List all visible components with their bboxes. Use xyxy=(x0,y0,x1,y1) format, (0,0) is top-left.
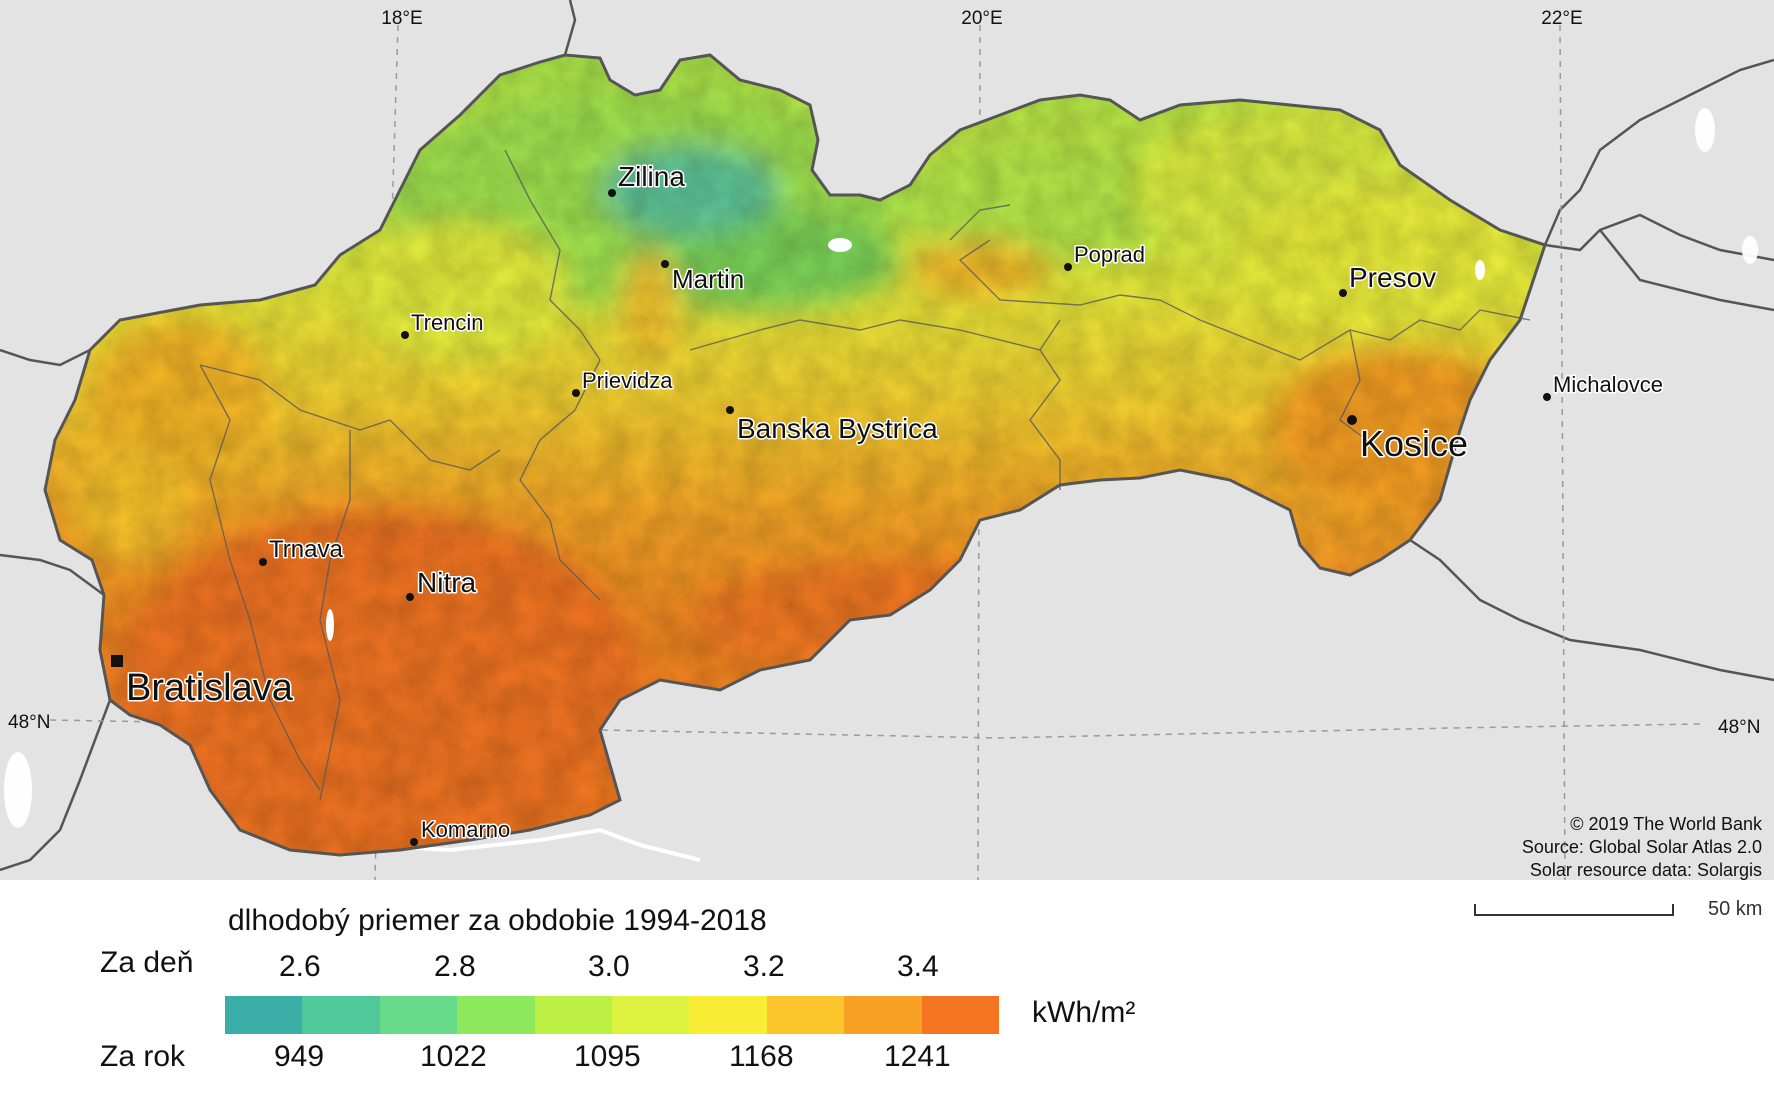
legend-color-swatch xyxy=(379,996,458,1034)
graticule-labels: 18°E 20°E 22°E 48°N 48°N xyxy=(8,8,1760,738)
lon-label-18e: 18°E xyxy=(381,8,422,29)
city-dot-martin xyxy=(661,260,669,268)
city-markers xyxy=(111,189,1551,846)
city-dot-poprad xyxy=(1064,263,1072,271)
lat-label-48n-right: 48°N xyxy=(1718,717,1760,738)
legend-color-swatch xyxy=(457,996,535,1034)
scale-bar-label: 50 km xyxy=(1708,898,1763,920)
city-label-martin: Martin xyxy=(672,264,744,294)
city-label-nitra: Nitra xyxy=(417,567,477,598)
city-label-poprad: Poprad xyxy=(1074,242,1145,267)
city-label-presov: Presov xyxy=(1349,262,1436,293)
legend-day-value: 2.8 xyxy=(434,950,476,983)
city-dot-nitra xyxy=(406,593,414,601)
city-label-banska-bystrica: Banska Bystrica xyxy=(737,413,938,444)
legend-year-value: 1241 xyxy=(884,1040,951,1073)
city-dot-trencin xyxy=(401,331,409,339)
legend-title: dlhodobý priemer za obdobie 1994-2018 xyxy=(228,904,767,937)
city-dot-michalovce xyxy=(1543,393,1551,401)
credit-line-1: © 2019 The World Bank xyxy=(1570,814,1763,834)
legend-day-value: 3.0 xyxy=(588,950,630,983)
region-borders xyxy=(199,149,1531,801)
city-dot-prievidza xyxy=(572,389,580,397)
city-square-bratislava xyxy=(111,655,123,667)
scale-bar xyxy=(1474,904,1674,916)
legend-day-value: 3.4 xyxy=(897,950,939,983)
city-labels: Zilina Martin Poprad Presov Trencin Prie… xyxy=(125,160,1665,844)
city-label-bratislava: Bratislava xyxy=(126,667,294,709)
city-dot-presov xyxy=(1339,289,1347,297)
legend-color-swatch xyxy=(612,996,690,1034)
legend-year-value: 1168 xyxy=(729,1040,794,1073)
legend-color-swatch xyxy=(534,996,613,1034)
legend-year-value: 949 xyxy=(274,1040,325,1073)
city-dot-zilina xyxy=(608,189,616,197)
legend-color-swatch xyxy=(844,996,922,1034)
city-label-zilina: Zilina xyxy=(618,161,685,192)
city-label-komarno: Komarno xyxy=(421,817,510,842)
city-dot-banska-bystrica xyxy=(726,406,734,414)
city-label-trnava: Trnava xyxy=(269,536,343,563)
lat-label-48n-left: 48°N xyxy=(8,712,50,733)
legend-row-day-label: Za deň xyxy=(100,946,194,979)
credit-line-2: Source: Global Solar Atlas 2.0 xyxy=(1522,837,1762,857)
credit-line-3: Solar resource data: Solargis xyxy=(1530,860,1762,880)
legend-color-swatch xyxy=(302,996,380,1034)
legend-color-swatch xyxy=(766,996,845,1034)
legend-row-year-label: Za rok xyxy=(100,1040,186,1073)
solar-irradiation-map: 18°E 20°E 22°E 48°N 48°N Zilina Martin P… xyxy=(0,0,1774,880)
city-dot-kosice xyxy=(1347,415,1357,425)
city-label-kosice: Kosice xyxy=(1360,423,1468,464)
legend-year-value: 1022 xyxy=(420,1040,487,1073)
city-label-trencin: Trencin xyxy=(411,310,484,335)
legend-day-value: 3.2 xyxy=(743,950,785,983)
water-outside xyxy=(4,108,1758,828)
legend-color-swatch xyxy=(225,996,303,1034)
city-label-michalovce: Michalovce xyxy=(1553,372,1663,397)
lon-label-22e: 22°E xyxy=(1541,8,1582,29)
legend-color-swatch xyxy=(689,996,767,1034)
legend-unit: kWh/m² xyxy=(1032,996,1136,1029)
city-dot-trnava xyxy=(259,558,267,566)
legend-color-ramp xyxy=(225,996,1000,1034)
city-dot-komarno xyxy=(410,838,418,846)
legend-day-value: 2.6 xyxy=(279,950,321,983)
legend-color-swatch xyxy=(921,996,1000,1034)
credits: © 2019 The World Bank Source: Global Sol… xyxy=(1522,814,1763,880)
neighbour-borders xyxy=(0,0,1774,872)
city-label-prievidza: Prievidza xyxy=(582,368,673,393)
lon-label-20e: 20°E xyxy=(961,8,1002,29)
legend-year-value: 1095 xyxy=(574,1040,641,1073)
